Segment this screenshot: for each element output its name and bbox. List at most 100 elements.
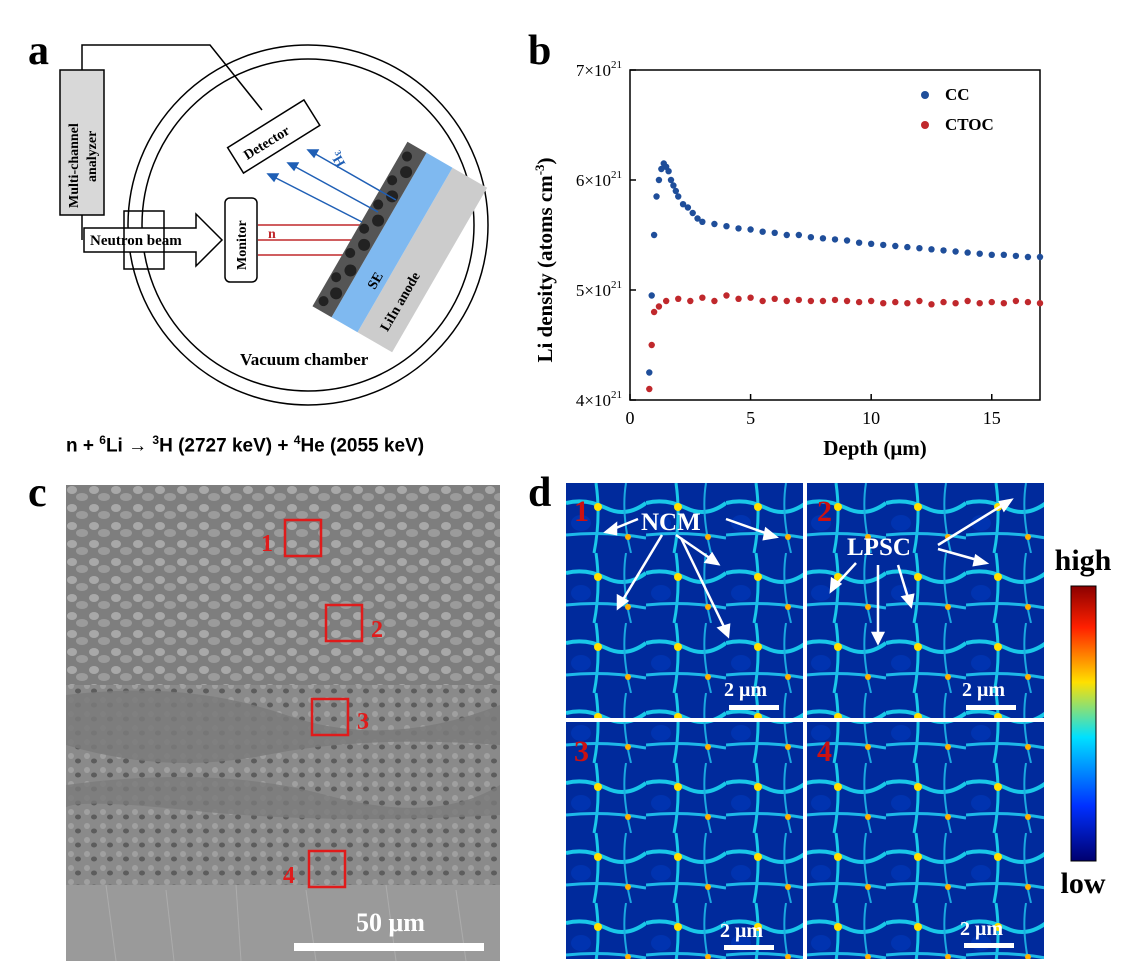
beam-collimator bbox=[123, 210, 165, 270]
point-ctoc bbox=[699, 294, 706, 301]
chart-ylabel: Li density (atoms cm-3) bbox=[532, 157, 557, 362]
point-ctoc bbox=[988, 298, 995, 306]
colorbar-high-label: high bbox=[1055, 544, 1112, 577]
tritium-label: 3H bbox=[327, 149, 349, 171]
region-label-2: 2 bbox=[371, 617, 383, 643]
point-cc bbox=[1000, 251, 1008, 258]
scale-bar-50um bbox=[294, 943, 484, 951]
y-tick-label: 4×1021 bbox=[576, 389, 622, 410]
lpsc-label: LPSC bbox=[847, 534, 911, 561]
point-ctoc bbox=[831, 296, 839, 304]
y-tick-label: 6×1021 bbox=[576, 169, 622, 190]
neutron-beam-arrow bbox=[83, 212, 224, 268]
point-cc bbox=[892, 242, 899, 250]
analyzer-label-1: Multi-channel bbox=[67, 123, 82, 208]
map-scale-label-4: 2 μm bbox=[960, 918, 1003, 940]
point-ctoc bbox=[819, 297, 827, 305]
monitor-label: Monitor bbox=[235, 220, 250, 270]
monitor-box bbox=[224, 197, 258, 283]
legend-marker-ctoc bbox=[921, 121, 929, 129]
li-density-chart: 0 5 10 15 4×1021 5×1021 6×1021 7×1021 CC CTOC De… bbox=[532, 59, 1044, 460]
point-cc bbox=[675, 193, 682, 200]
point-cc bbox=[1012, 252, 1020, 260]
x-tick-label: 0 bbox=[626, 408, 635, 428]
point-cc bbox=[689, 209, 696, 217]
point-ctoc bbox=[976, 300, 983, 307]
point-cc bbox=[819, 235, 827, 242]
point-ctoc bbox=[940, 298, 947, 306]
detector: Detector bbox=[226, 98, 321, 175]
point-cc bbox=[679, 201, 687, 208]
point-cc bbox=[855, 239, 863, 246]
point-cc bbox=[952, 248, 959, 255]
map-scale-bar-4 bbox=[964, 943, 1014, 948]
panel-letter-a: a bbox=[28, 28, 49, 74]
point-ctoc bbox=[904, 300, 911, 307]
point-cc bbox=[665, 168, 672, 175]
point-cc bbox=[667, 176, 675, 184]
point-cc bbox=[658, 165, 665, 173]
signal-wire bbox=[81, 44, 263, 111]
region-box-4 bbox=[307, 849, 347, 889]
x-tick-label: 5 bbox=[746, 408, 755, 428]
point-cc bbox=[1036, 253, 1044, 261]
point-cc bbox=[831, 236, 839, 243]
liin-anode-layer bbox=[357, 167, 488, 353]
ncm-label: NCM bbox=[641, 509, 701, 536]
map-scale-label-2: 2 μm bbox=[962, 679, 1005, 701]
point-ctoc bbox=[964, 297, 971, 305]
sem-micrograph: 1 2 3 4 50 μm bbox=[66, 485, 500, 961]
analyzer-label-2: analyzer bbox=[85, 131, 100, 182]
region-label-1: 1 bbox=[261, 531, 273, 557]
nra-schematic: Multi-channel analyzer Neutron beam Moni… bbox=[59, 44, 489, 406]
region-label-3: 3 bbox=[357, 709, 369, 735]
point-ctoc bbox=[662, 297, 670, 305]
map-scale-label-3: 2 μm bbox=[720, 920, 763, 942]
point-ctoc bbox=[952, 300, 959, 307]
panel-letter-b: b bbox=[528, 28, 552, 74]
point-ctoc bbox=[1012, 297, 1020, 305]
x-tick-label: 10 bbox=[862, 408, 880, 428]
point-ctoc bbox=[723, 292, 730, 299]
map-tile-4: 4 2 μm bbox=[807, 722, 1044, 959]
point-ctoc bbox=[843, 297, 851, 305]
point-cc bbox=[759, 228, 766, 235]
map-scale-bar-2 bbox=[966, 705, 1016, 710]
point-cc bbox=[916, 245, 923, 252]
region-label-4: 4 bbox=[283, 863, 295, 889]
neutron-beam-label: Neutron beam bbox=[90, 233, 182, 249]
point-cc bbox=[653, 193, 660, 200]
point-ctoc bbox=[928, 301, 935, 308]
point-ctoc bbox=[795, 296, 803, 304]
y-tick-label: 5×1021 bbox=[576, 279, 622, 300]
colorbar-low-label: low bbox=[1061, 867, 1106, 900]
chamber-label: Vacuum chamber bbox=[240, 350, 369, 369]
map-tile-2: 2 2 μm bbox=[807, 483, 1044, 718]
plot-frame bbox=[629, 69, 1041, 401]
point-cc bbox=[655, 176, 663, 184]
point-cc bbox=[1024, 253, 1032, 261]
scale-bar-label-50um: 50 μm bbox=[356, 908, 425, 937]
point-cc bbox=[964, 249, 971, 256]
se-label: SE bbox=[365, 270, 387, 292]
point-ctoc bbox=[650, 308, 658, 316]
ncm-arrows bbox=[603, 517, 779, 639]
point-cc bbox=[940, 247, 947, 254]
map-number-2: 2 bbox=[817, 495, 832, 528]
point-ctoc bbox=[747, 294, 754, 301]
x-tick-label: 15 bbox=[983, 408, 1001, 428]
point-cc bbox=[807, 234, 815, 241]
map-number-4: 4 bbox=[817, 735, 832, 768]
region-box-3 bbox=[310, 697, 350, 737]
sample-stack: SE LiIn anode bbox=[312, 141, 488, 353]
point-cc bbox=[783, 231, 790, 239]
point-cc bbox=[723, 223, 730, 230]
point-cc bbox=[867, 240, 875, 247]
point-ctoc bbox=[916, 297, 923, 305]
point-cc bbox=[904, 243, 911, 251]
point-ctoc bbox=[892, 298, 899, 306]
point-ctoc bbox=[783, 297, 790, 305]
map-tile-3: 3 2 μm bbox=[566, 722, 803, 959]
legend-label-cc: CC bbox=[945, 85, 970, 104]
point-ctoc bbox=[655, 303, 663, 310]
